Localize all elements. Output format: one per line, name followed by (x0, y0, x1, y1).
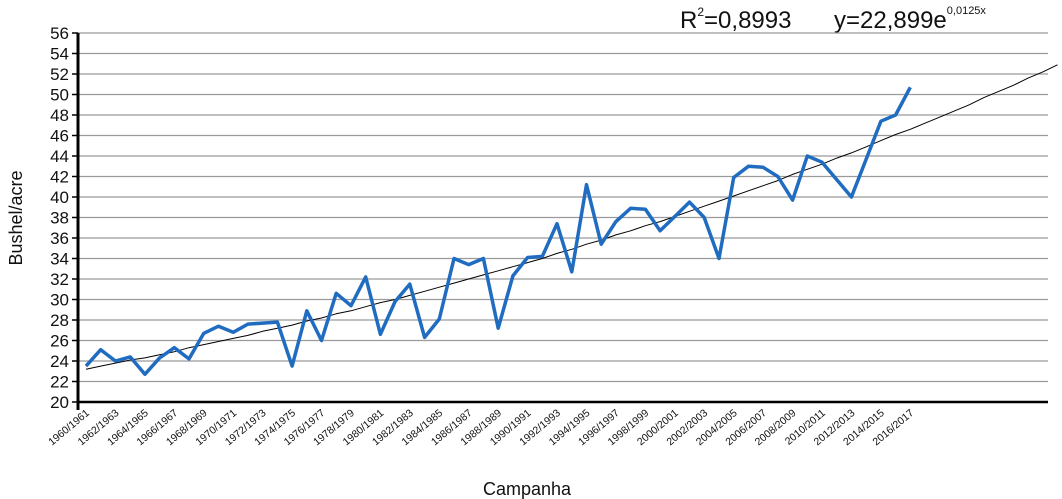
x-axis-label: Campanha (483, 479, 572, 499)
y-tick-label: 24 (50, 352, 69, 371)
y-tick-label: 44 (50, 147, 69, 166)
y-tick-label: 32 (50, 270, 69, 289)
annotation-part: =0,8993 (704, 7, 791, 34)
y-tick-label: 50 (50, 86, 69, 105)
y-tick-label: 42 (50, 168, 69, 187)
y-tick-label: 48 (50, 106, 69, 125)
y-tick-label: 56 (50, 24, 69, 43)
y-tick-label: 28 (50, 311, 69, 330)
y-tick-label: 22 (50, 373, 69, 392)
trend-line (85, 64, 1058, 370)
y-tick-label: 40 (50, 188, 69, 207)
y-tick-label: 20 (50, 393, 69, 412)
annotation-part: R (680, 7, 697, 34)
annotation-part: 2 (697, 5, 704, 19)
annotation: y=22,899e0,0125x (834, 5, 986, 34)
y-tick-label: 38 (50, 209, 69, 228)
y-tick-label: 30 (50, 291, 69, 310)
data-line (84, 86, 912, 377)
y-tick-label: 46 (50, 127, 69, 146)
annotation-part: y=22,899e (834, 7, 947, 34)
y-tick-label: 54 (50, 45, 69, 64)
y-tick-label: 36 (50, 229, 69, 248)
y-tick-label: 26 (50, 332, 69, 351)
y-tick-label: 34 (50, 250, 69, 269)
y-tick-label: 52 (50, 65, 69, 84)
annotation: R2=0,8993 (680, 5, 791, 34)
annotation-part: 0,0125x (947, 5, 987, 17)
y-axis-label: Bushel/acre (6, 170, 26, 265)
